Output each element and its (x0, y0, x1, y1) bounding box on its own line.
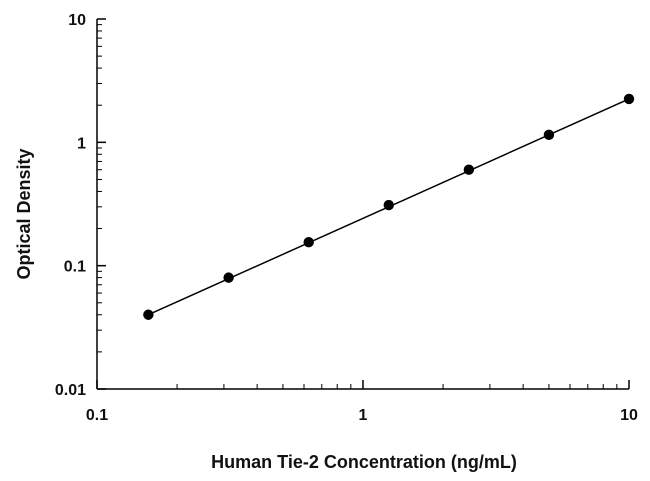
data-point (543, 129, 555, 141)
x-tick-label: 0.1 (86, 407, 108, 424)
y-axis-title: Optical Density (14, 148, 34, 279)
x-axis: 0.1 1 10 (86, 380, 638, 424)
data-points (143, 93, 635, 320)
y-tick-label: 0.1 (64, 259, 86, 276)
y-axis: 0.01 0.1 1 10 (55, 12, 106, 399)
y-tick-label: 10 (68, 12, 86, 29)
data-point (303, 236, 314, 248)
y-tick-label: 0.01 (55, 382, 86, 399)
x-tick-label: 1 (359, 407, 368, 424)
data-point (143, 309, 154, 320)
data-point (223, 272, 234, 283)
data-point (463, 164, 475, 175)
x-tick-label: 10 (620, 407, 638, 424)
x-axis-title: Human Tie-2 Concentration (ng/mL) (211, 452, 517, 472)
data-point (383, 199, 394, 211)
data-point (623, 93, 635, 105)
y-tick-label: 1 (77, 135, 86, 152)
